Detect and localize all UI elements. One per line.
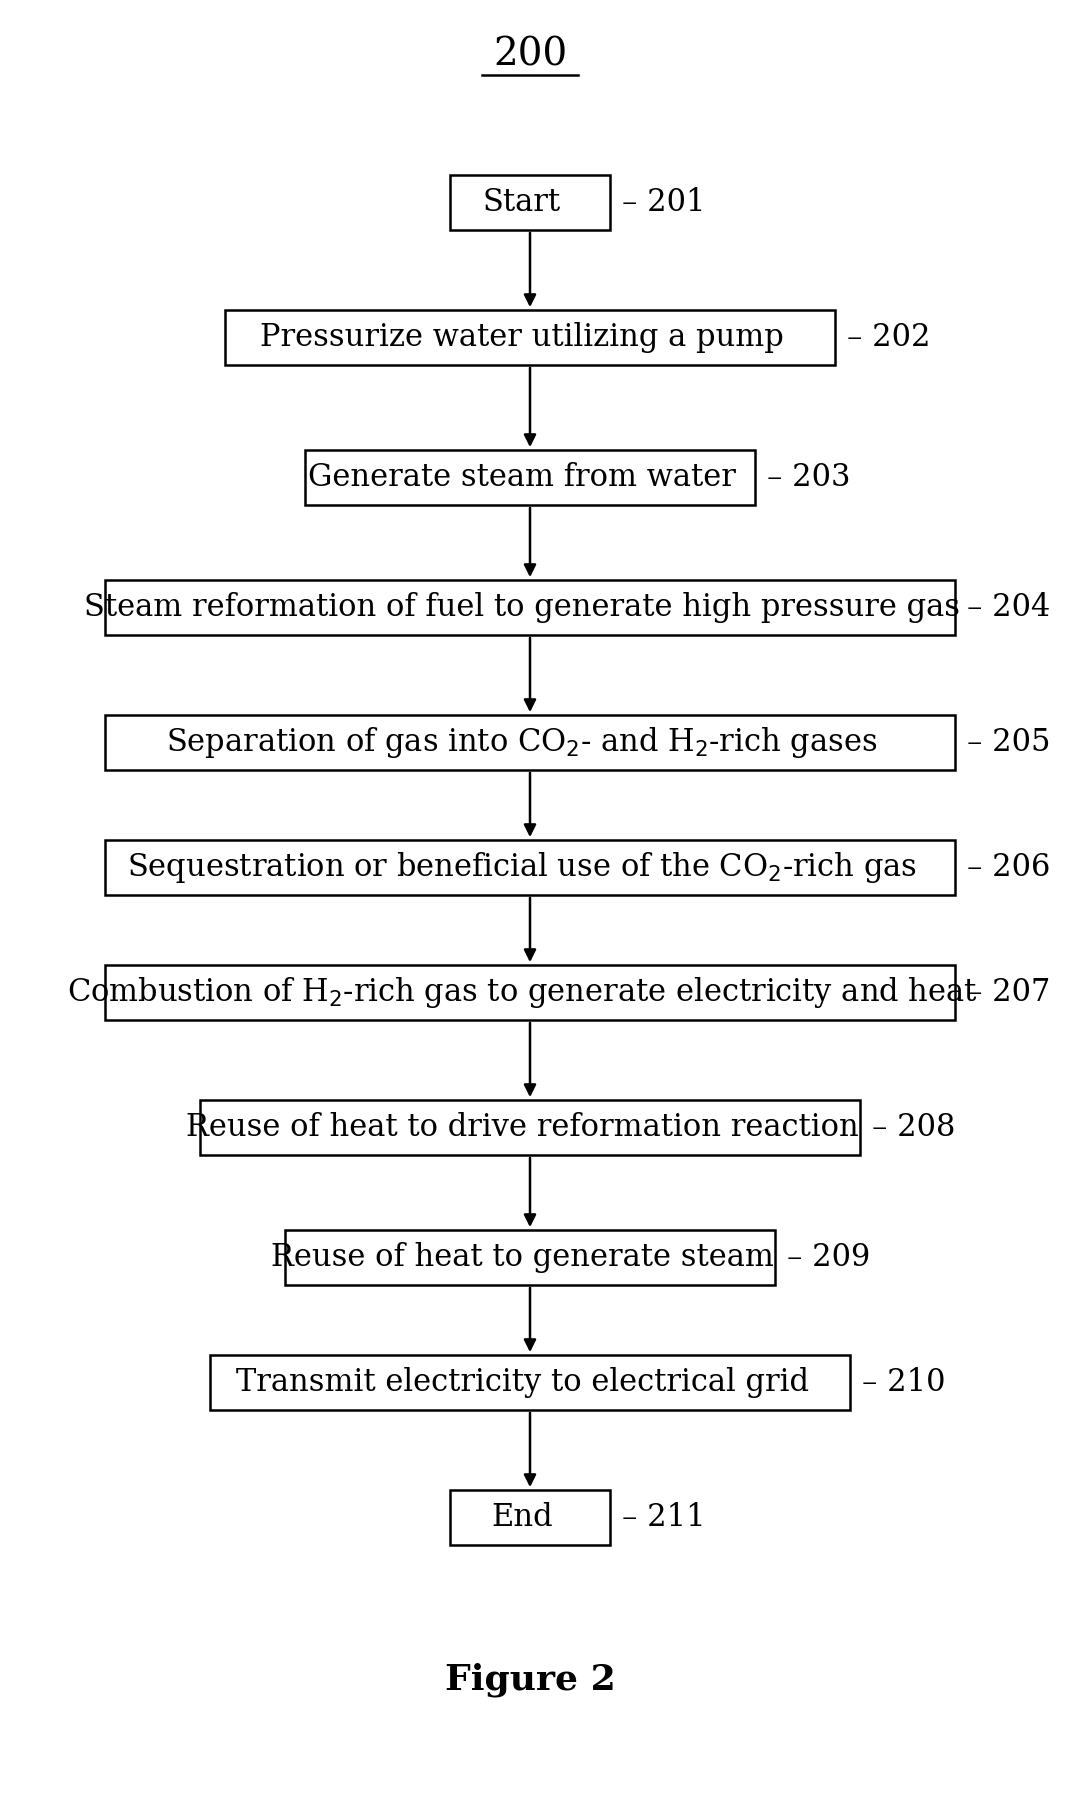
Text: Pressurize water utilizing a pump: Pressurize water utilizing a pump xyxy=(260,322,784,353)
Text: End: End xyxy=(491,1501,553,1534)
Bar xyxy=(105,580,955,635)
Text: – 206: – 206 xyxy=(967,851,1051,884)
Text: – 201: – 201 xyxy=(622,187,705,218)
Text: Separation of gas into CO$_2$- and H$_2$-rich gases: Separation of gas into CO$_2$- and H$_2$… xyxy=(166,725,878,760)
Text: Figure 2: Figure 2 xyxy=(445,1663,616,1697)
Text: – 211: – 211 xyxy=(622,1501,705,1534)
Text: Reuse of heat to drive reformation reaction: Reuse of heat to drive reformation react… xyxy=(186,1112,859,1143)
Text: – 210: – 210 xyxy=(862,1366,945,1399)
Bar xyxy=(285,1229,775,1285)
Text: Reuse of heat to generate steam: Reuse of heat to generate steam xyxy=(271,1242,773,1273)
Text: – 209: – 209 xyxy=(787,1242,870,1273)
Text: Start: Start xyxy=(483,187,562,218)
Text: – 202: – 202 xyxy=(847,322,931,353)
Bar xyxy=(210,1355,850,1409)
Text: Combustion of H$_2$-rich gas to generate electricity and heat: Combustion of H$_2$-rich gas to generate… xyxy=(67,976,977,1010)
Bar xyxy=(450,175,610,230)
Text: 200: 200 xyxy=(492,36,567,74)
Bar xyxy=(225,310,835,365)
Text: – 205: – 205 xyxy=(967,727,1051,758)
Text: Transmit electricity to electrical grid: Transmit electricity to electrical grid xyxy=(235,1366,809,1399)
Text: Steam reformation of fuel to generate high pressure gas: Steam reformation of fuel to generate hi… xyxy=(84,592,960,623)
Text: Sequestration or beneficial use of the CO$_2$-rich gas: Sequestration or beneficial use of the C… xyxy=(127,850,917,886)
Bar xyxy=(105,841,955,895)
Bar xyxy=(105,965,955,1021)
Text: – 204: – 204 xyxy=(967,592,1050,623)
Text: – 208: – 208 xyxy=(872,1112,956,1143)
Bar xyxy=(105,715,955,770)
Bar xyxy=(450,1490,610,1544)
Text: Generate steam from water: Generate steam from water xyxy=(308,463,735,493)
Text: – 203: – 203 xyxy=(767,463,851,493)
Bar xyxy=(200,1100,860,1156)
Text: – 207: – 207 xyxy=(967,977,1051,1008)
Bar xyxy=(305,450,755,506)
